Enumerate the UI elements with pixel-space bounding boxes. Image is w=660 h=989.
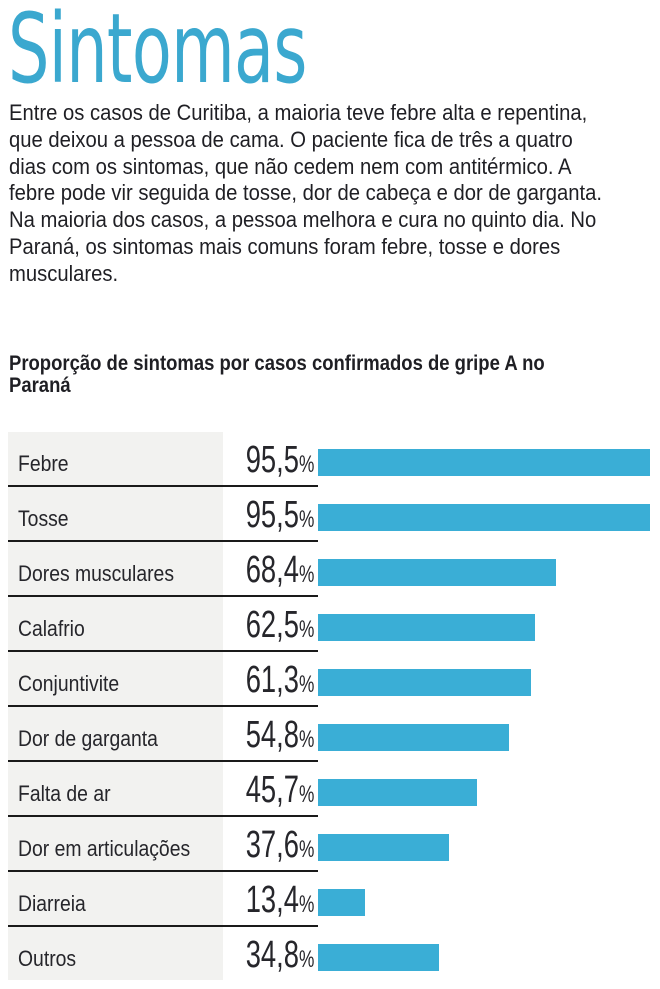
page-title: Sintomas bbox=[8, 0, 307, 105]
row-divider bbox=[8, 815, 318, 817]
lead-paragraph: Entre os casos de Curitiba, a maioria te… bbox=[9, 100, 653, 288]
row-value: 13,4% bbox=[245, 878, 314, 927]
bar bbox=[318, 669, 532, 696]
lead-line: musculares. bbox=[9, 260, 119, 286]
row-label: Outros bbox=[18, 946, 77, 971]
percent-sign: % bbox=[298, 561, 314, 588]
chart-row: Diarreia 13,4% bbox=[0, 872, 660, 927]
chart-row: Febre 95,5% bbox=[0, 432, 660, 487]
label-cell: Febre bbox=[8, 432, 223, 485]
label-cell: Dor em articulações bbox=[8, 817, 223, 870]
row-label: Tosse bbox=[18, 506, 69, 531]
percent-sign: % bbox=[298, 891, 314, 918]
label-cell: Calafrio bbox=[8, 597, 223, 650]
lead-line: dias com os sintomas, que não cedem nem … bbox=[9, 153, 572, 179]
lead-line: Na maioria dos casos, a pessoa melhora e… bbox=[9, 207, 597, 233]
label-cell: Diarreia bbox=[8, 872, 223, 925]
row-value: 68,4% bbox=[245, 548, 314, 597]
bar bbox=[318, 889, 365, 916]
chart-row: Falta de ar 45,7% bbox=[0, 762, 660, 817]
lead-line: Entre os casos de Curitiba, a maioria te… bbox=[9, 100, 588, 125]
lead-line: que deixou a pessoa de cama. O paciente … bbox=[9, 126, 573, 152]
bar bbox=[318, 944, 439, 971]
bar bbox=[318, 559, 556, 586]
value-number: 34,8 bbox=[245, 934, 299, 976]
bar bbox=[318, 449, 650, 476]
label-cell: Dores musculares bbox=[8, 542, 223, 595]
row-divider bbox=[8, 595, 318, 597]
row-divider bbox=[8, 705, 318, 707]
percent-sign: % bbox=[298, 616, 314, 643]
row-value: 34,8% bbox=[245, 933, 314, 982]
row-value: 54,8% bbox=[245, 713, 314, 762]
label-cell: Dor de garganta bbox=[8, 707, 223, 760]
value-number: 37,6 bbox=[245, 824, 299, 866]
row-label: Febre bbox=[18, 451, 69, 476]
row-value: 45,7% bbox=[245, 768, 314, 817]
percent-sign: % bbox=[298, 726, 314, 753]
chart-row: Dor em articulações 37,6% bbox=[0, 817, 660, 872]
lead-line: Paraná, os sintomas mais comuns foram fe… bbox=[9, 233, 561, 259]
percent-sign: % bbox=[298, 946, 314, 973]
row-label: Conjuntivite bbox=[18, 671, 120, 696]
chart-row: Tosse 95,5% bbox=[0, 487, 660, 542]
row-label: Falta de ar bbox=[18, 781, 111, 806]
row-label: Diarreia bbox=[18, 891, 86, 916]
value-number: 68,4 bbox=[245, 549, 299, 591]
bar bbox=[318, 779, 477, 806]
row-label: Dores musculares bbox=[18, 561, 175, 586]
bar bbox=[318, 614, 536, 641]
percent-sign: % bbox=[298, 781, 314, 808]
value-number: 61,3 bbox=[245, 659, 299, 701]
chart-title: Proporção de sintomas por casos confirma… bbox=[9, 353, 625, 397]
row-divider bbox=[8, 540, 318, 542]
row-divider bbox=[8, 650, 318, 652]
value-number: 13,4 bbox=[245, 879, 299, 921]
bar bbox=[318, 834, 449, 861]
value-number: 62,5 bbox=[245, 604, 299, 646]
chart-row: Outros 34,8% bbox=[0, 927, 660, 982]
chart-row: Conjuntivite 61,3% bbox=[0, 652, 660, 707]
row-label: Dor em articulações bbox=[18, 836, 191, 861]
row-value: 61,3% bbox=[245, 658, 314, 707]
bar-chart: Febre 95,5% Tosse 95,5% Dores musculares… bbox=[0, 432, 660, 982]
value-number: 95,5 bbox=[245, 494, 299, 536]
value-number: 95,5 bbox=[245, 439, 299, 481]
row-value: 37,6% bbox=[245, 823, 314, 872]
chart-title-line: Paraná bbox=[9, 374, 71, 397]
label-cell: Outros bbox=[8, 927, 223, 980]
chart-title-line: Proporção de sintomas por casos confirma… bbox=[9, 352, 545, 375]
row-label: Dor de garganta bbox=[18, 726, 158, 751]
label-cell: Tosse bbox=[8, 487, 223, 540]
value-number: 54,8 bbox=[245, 714, 299, 756]
row-divider bbox=[8, 485, 318, 487]
chart-row: Dor de garganta 54,8% bbox=[0, 707, 660, 762]
label-cell: Falta de ar bbox=[8, 762, 223, 815]
row-label: Calafrio bbox=[18, 616, 85, 641]
lead-line: febre pode vir seguida de tosse, dor de … bbox=[9, 180, 602, 206]
value-number: 45,7 bbox=[245, 769, 299, 811]
percent-sign: % bbox=[298, 671, 314, 698]
row-value: 95,5% bbox=[245, 493, 314, 542]
percent-sign: % bbox=[298, 451, 314, 478]
chart-row: Dores musculares 68,4% bbox=[0, 542, 660, 597]
chart-row: Calafrio 62,5% bbox=[0, 597, 660, 652]
row-value: 62,5% bbox=[245, 603, 314, 652]
label-cell: Conjuntivite bbox=[8, 652, 223, 705]
row-divider bbox=[8, 925, 318, 927]
row-divider bbox=[8, 760, 318, 762]
row-divider bbox=[8, 870, 318, 872]
bar bbox=[318, 504, 650, 531]
row-value: 95,5% bbox=[245, 438, 314, 487]
percent-sign: % bbox=[298, 836, 314, 863]
bar bbox=[318, 724, 509, 751]
percent-sign: % bbox=[298, 506, 314, 533]
